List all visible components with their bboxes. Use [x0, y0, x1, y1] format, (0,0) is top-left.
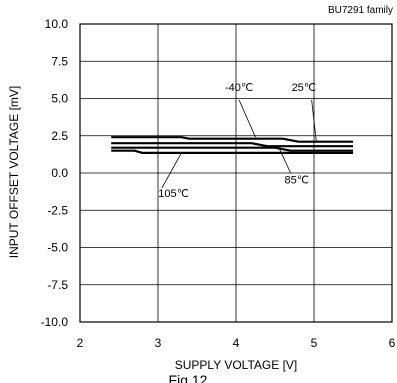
plot-frame [79, 23, 393, 323]
x-tick-labels: 2 3 4 5 6 [77, 336, 396, 350]
y-tick-label: 2.5 [51, 129, 68, 143]
series-annotation: 105℃ [158, 188, 189, 200]
y-tick-label: 5.0 [51, 92, 68, 106]
series-line [111, 136, 353, 143]
series-line [111, 146, 353, 152]
family-label: BU7291 family [328, 5, 393, 16]
series-annotation: 85℃ [285, 174, 310, 186]
x-tick-label: 3 [155, 336, 162, 350]
y-tick-label: 10.0 [45, 17, 69, 31]
annotation-leader [238, 99, 256, 138]
x-axis-label: SUPPLY VOLTAGE [V] [175, 358, 298, 372]
annotation-leader [278, 147, 291, 174]
series-lines [111, 136, 353, 154]
figure-caption: Fig.12 [169, 372, 208, 383]
y-tick-labels: 10.0 7.5 5.0 2.5 0.0 -2.5 -5.0 -7.5 -10.0 [41, 17, 69, 329]
x-tick-label: 2 [77, 336, 84, 350]
grid [79, 23, 393, 323]
x-tick-label: 5 [311, 336, 318, 350]
x-tick-label: 4 [233, 336, 240, 350]
y-tick-label: 7.5 [51, 54, 68, 68]
y-tick-label: -7.5 [47, 278, 68, 292]
y-axis-label: INPUT OFFSET VOLTAGE [mV] [7, 86, 21, 258]
series-annotation: 25℃ [292, 82, 317, 94]
y-tick-label: -10.0 [41, 315, 69, 329]
annotations: -40℃ 25℃ 85℃ 105℃ [158, 82, 317, 200]
y-tick-label: 0.0 [51, 166, 68, 180]
series-annotation: -40℃ [225, 82, 253, 94]
x-tick-label: 6 [389, 336, 396, 350]
annotation-leader [311, 99, 317, 142]
series-line [111, 142, 353, 148]
series-line [111, 149, 353, 154]
y-tick-label: -2.5 [47, 203, 68, 217]
y-tick-label: -5.0 [47, 241, 68, 255]
annotation-leader [161, 152, 182, 189]
